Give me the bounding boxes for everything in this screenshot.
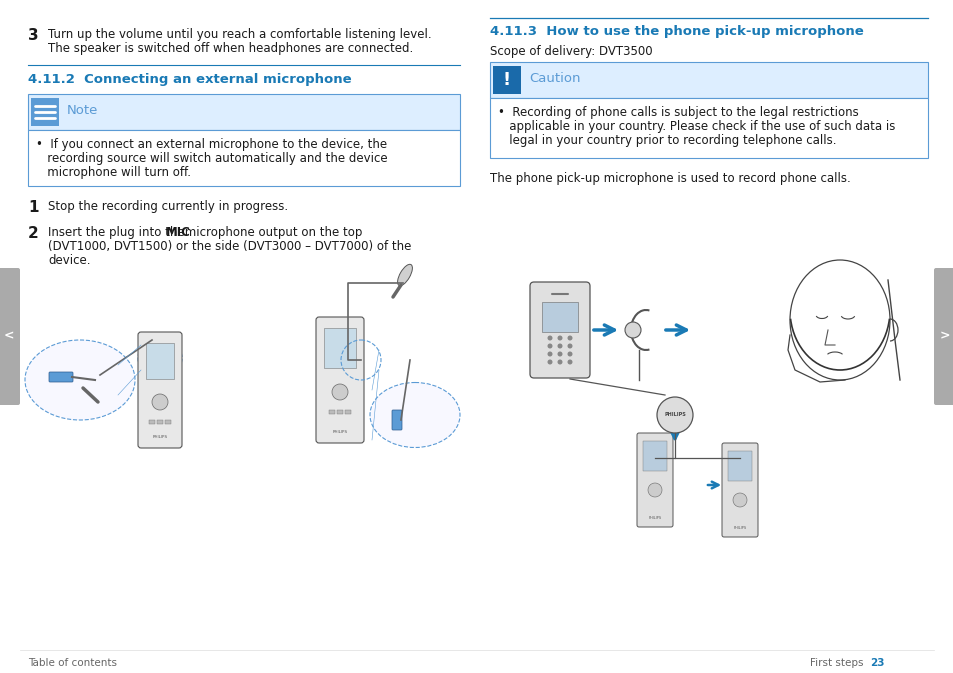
FancyArrowPatch shape xyxy=(670,430,679,439)
FancyBboxPatch shape xyxy=(637,433,672,527)
Text: <: < xyxy=(4,330,14,343)
Circle shape xyxy=(547,343,552,349)
Text: •  Recording of phone calls is subject to the legal restrictions: • Recording of phone calls is subject to… xyxy=(497,106,858,119)
FancyBboxPatch shape xyxy=(721,443,758,537)
Bar xyxy=(149,420,154,424)
Circle shape xyxy=(547,359,552,365)
Text: 1: 1 xyxy=(28,200,38,215)
Text: >: > xyxy=(939,330,949,343)
FancyArrowPatch shape xyxy=(593,325,614,335)
FancyBboxPatch shape xyxy=(392,410,401,430)
FancyBboxPatch shape xyxy=(315,317,364,443)
Circle shape xyxy=(547,351,552,357)
FancyBboxPatch shape xyxy=(490,98,927,158)
Bar xyxy=(541,302,578,332)
FancyBboxPatch shape xyxy=(490,62,927,98)
Text: •  If you connect an external microphone to the device, the: • If you connect an external microphone … xyxy=(36,138,387,151)
FancyBboxPatch shape xyxy=(28,130,459,186)
Text: The speaker is switched off when headphones are connected.: The speaker is switched off when headpho… xyxy=(48,42,413,55)
Text: PHILIPS: PHILIPS xyxy=(663,413,685,417)
Circle shape xyxy=(567,359,572,365)
Text: legal in your country prior to recording telephone calls.: legal in your country prior to recording… xyxy=(497,134,836,147)
Circle shape xyxy=(647,483,661,497)
Text: PHILIPS: PHILIPS xyxy=(648,516,660,520)
Text: MIC: MIC xyxy=(165,226,191,239)
Ellipse shape xyxy=(71,372,89,388)
Text: First steps: First steps xyxy=(809,658,869,668)
Text: 4.11.3  How to use the phone pick-up microphone: 4.11.3 How to use the phone pick-up micr… xyxy=(490,25,862,38)
Circle shape xyxy=(557,343,562,349)
Text: device.: device. xyxy=(48,254,91,267)
Circle shape xyxy=(567,351,572,357)
FancyBboxPatch shape xyxy=(493,66,520,94)
Circle shape xyxy=(557,359,562,365)
Circle shape xyxy=(547,336,552,341)
Text: !: ! xyxy=(502,71,511,89)
Circle shape xyxy=(567,343,572,349)
Text: (DVT1000, DVT1500) or the side (DVT3000 – DVT7000) of the: (DVT1000, DVT1500) or the side (DVT3000 … xyxy=(48,240,411,253)
FancyArrowPatch shape xyxy=(707,482,718,489)
Circle shape xyxy=(152,394,168,410)
Circle shape xyxy=(567,336,572,341)
Circle shape xyxy=(557,336,562,341)
Ellipse shape xyxy=(397,264,412,286)
Ellipse shape xyxy=(25,340,135,420)
FancyBboxPatch shape xyxy=(933,268,953,405)
Circle shape xyxy=(557,351,562,357)
Text: 4.11.2  Connecting an external microphone: 4.11.2 Connecting an external microphone xyxy=(28,73,352,86)
Text: Insert the plug into the: Insert the plug into the xyxy=(48,226,188,239)
FancyBboxPatch shape xyxy=(28,94,459,130)
Text: The phone pick-up microphone is used to record phone calls.: The phone pick-up microphone is used to … xyxy=(490,172,850,185)
Bar xyxy=(329,410,335,414)
Text: Note: Note xyxy=(67,104,98,117)
Text: 2: 2 xyxy=(28,226,39,241)
Text: Scope of delivery: DVT3500: Scope of delivery: DVT3500 xyxy=(490,45,652,58)
Text: PHILIPS: PHILIPS xyxy=(152,435,168,439)
Text: PHILIPS: PHILIPS xyxy=(733,526,746,530)
FancyBboxPatch shape xyxy=(138,332,182,448)
FancyBboxPatch shape xyxy=(30,98,59,126)
Bar xyxy=(157,420,163,424)
Text: Stop the recording currently in progress.: Stop the recording currently in progress… xyxy=(48,200,288,213)
Circle shape xyxy=(657,397,692,433)
Text: Turn up the volume until you reach a comfortable listening level.: Turn up the volume until you reach a com… xyxy=(48,28,431,41)
FancyBboxPatch shape xyxy=(0,268,20,405)
Bar xyxy=(345,410,351,414)
FancyBboxPatch shape xyxy=(49,372,73,382)
Ellipse shape xyxy=(789,260,889,380)
Text: microphone will turn off.: microphone will turn off. xyxy=(36,166,191,179)
Bar xyxy=(336,410,343,414)
FancyBboxPatch shape xyxy=(530,282,589,378)
Ellipse shape xyxy=(370,382,459,448)
Bar xyxy=(642,441,666,471)
Circle shape xyxy=(732,493,746,507)
Text: recording source will switch automatically and the device: recording source will switch automatical… xyxy=(36,152,387,165)
Text: 3: 3 xyxy=(28,28,38,43)
Text: Caution: Caution xyxy=(529,72,579,85)
Bar xyxy=(727,451,751,481)
Bar xyxy=(165,420,171,424)
Bar xyxy=(146,343,173,379)
Text: applicable in your country. Please check if the use of such data is: applicable in your country. Please check… xyxy=(497,120,895,133)
Circle shape xyxy=(624,322,640,338)
Bar xyxy=(324,328,355,368)
Text: microphone output on the top: microphone output on the top xyxy=(181,226,362,239)
Circle shape xyxy=(332,384,348,400)
Text: 23: 23 xyxy=(869,658,883,668)
FancyArrowPatch shape xyxy=(665,325,685,335)
Text: PHILIPS: PHILIPS xyxy=(332,430,347,434)
Text: Table of contents: Table of contents xyxy=(28,658,117,668)
